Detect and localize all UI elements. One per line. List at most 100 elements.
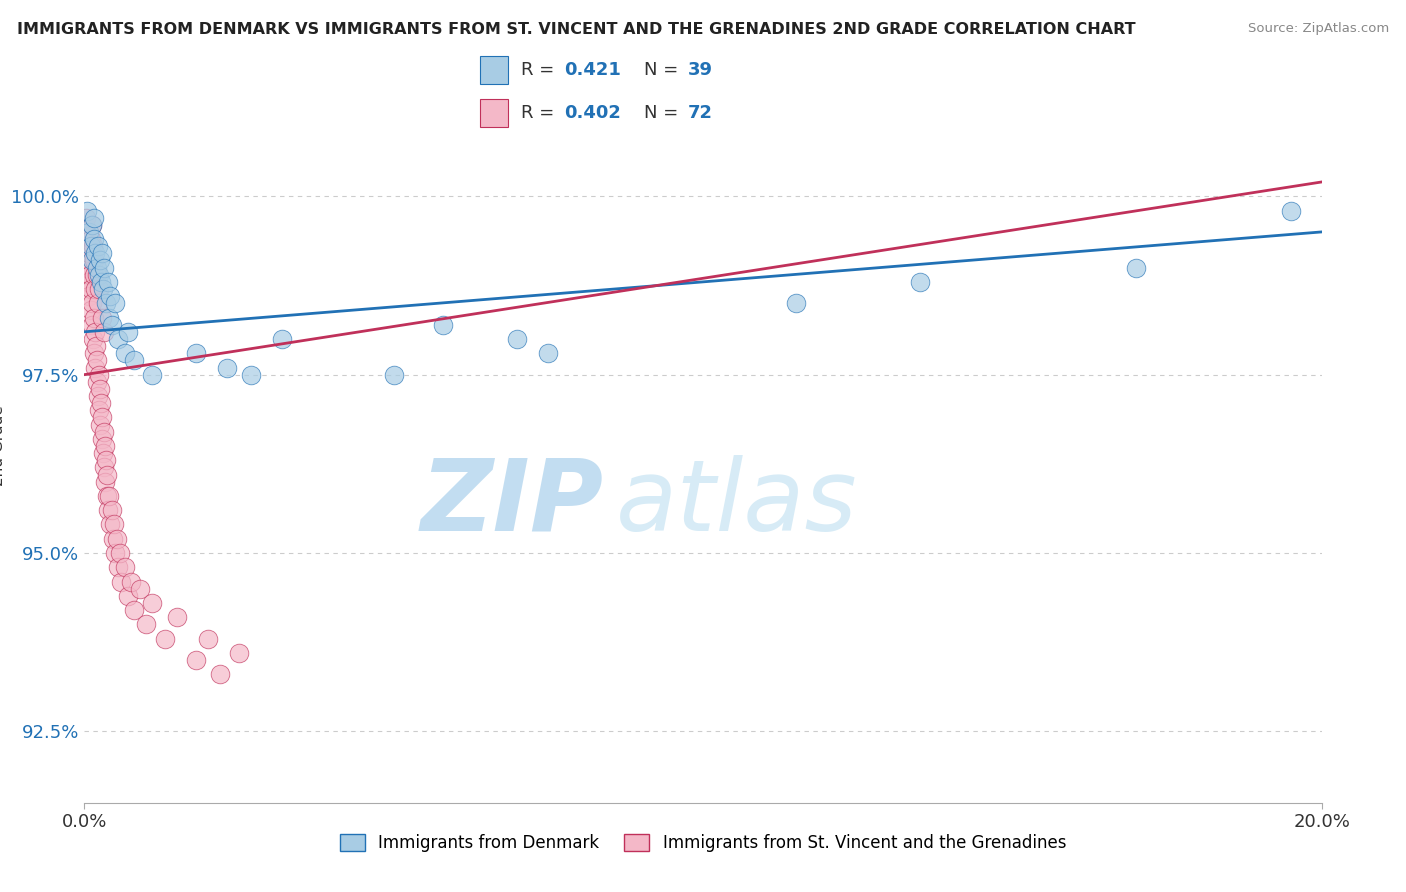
Point bbox=[101, 318, 124, 332]
Text: 0.421: 0.421 bbox=[564, 61, 620, 78]
Point bbox=[93, 460, 115, 475]
Point bbox=[79, 289, 101, 303]
Point bbox=[141, 596, 163, 610]
Text: N =: N = bbox=[644, 61, 685, 78]
Point bbox=[94, 296, 117, 310]
Point bbox=[76, 239, 98, 253]
Point bbox=[89, 417, 111, 432]
Point bbox=[117, 325, 139, 339]
Point bbox=[80, 318, 103, 332]
Point bbox=[89, 403, 111, 417]
Point bbox=[1125, 260, 1147, 275]
Point bbox=[103, 517, 125, 532]
Point bbox=[79, 232, 101, 246]
Point bbox=[122, 353, 145, 368]
Point bbox=[93, 425, 115, 439]
Point bbox=[114, 560, 136, 574]
Point bbox=[76, 203, 98, 218]
Point bbox=[80, 218, 103, 232]
Point bbox=[79, 246, 101, 260]
Point bbox=[96, 489, 118, 503]
Point bbox=[908, 275, 931, 289]
Point bbox=[209, 667, 232, 681]
Point bbox=[93, 260, 115, 275]
Point bbox=[91, 410, 114, 425]
Point bbox=[83, 211, 105, 225]
Point bbox=[94, 439, 117, 453]
Point bbox=[94, 475, 117, 489]
Point bbox=[84, 360, 107, 375]
Point bbox=[98, 289, 121, 303]
Point bbox=[82, 239, 104, 253]
Point bbox=[86, 353, 108, 368]
Point bbox=[432, 318, 454, 332]
Point bbox=[89, 382, 111, 396]
Y-axis label: 2nd Grade: 2nd Grade bbox=[0, 406, 6, 486]
Point bbox=[105, 532, 128, 546]
Point bbox=[89, 282, 111, 296]
Point bbox=[80, 282, 103, 296]
Point bbox=[77, 275, 100, 289]
Point bbox=[90, 275, 112, 289]
Point bbox=[98, 517, 121, 532]
Point bbox=[215, 360, 238, 375]
Point bbox=[271, 332, 294, 346]
Point bbox=[1279, 203, 1302, 218]
Point bbox=[79, 239, 101, 253]
Point bbox=[79, 303, 101, 318]
Point bbox=[104, 296, 127, 310]
Point bbox=[83, 310, 105, 325]
Point bbox=[77, 253, 100, 268]
Point bbox=[79, 268, 101, 282]
Point bbox=[537, 346, 560, 360]
Point bbox=[129, 582, 152, 596]
Point bbox=[82, 253, 104, 268]
Text: IMMIGRANTS FROM DENMARK VS IMMIGRANTS FROM ST. VINCENT AND THE GRENADINES 2ND GR: IMMIGRANTS FROM DENMARK VS IMMIGRANTS FR… bbox=[17, 22, 1136, 37]
Point bbox=[114, 346, 136, 360]
Point bbox=[90, 432, 112, 446]
Point bbox=[84, 282, 107, 296]
Point bbox=[86, 268, 108, 282]
Point bbox=[153, 632, 176, 646]
Point bbox=[87, 368, 110, 382]
Point bbox=[785, 296, 807, 310]
Text: 72: 72 bbox=[688, 104, 713, 122]
Point bbox=[94, 453, 117, 467]
Point bbox=[98, 489, 121, 503]
FancyBboxPatch shape bbox=[481, 56, 508, 84]
Point bbox=[80, 218, 103, 232]
Point bbox=[97, 503, 120, 517]
Legend: Immigrants from Denmark, Immigrants from St. Vincent and the Grenadines: Immigrants from Denmark, Immigrants from… bbox=[333, 827, 1073, 859]
Point bbox=[79, 225, 101, 239]
Point bbox=[83, 232, 105, 246]
Text: R =: R = bbox=[520, 104, 560, 122]
Point bbox=[86, 260, 108, 275]
Point bbox=[82, 296, 104, 310]
Point bbox=[89, 268, 111, 282]
Point bbox=[91, 282, 114, 296]
Point bbox=[87, 389, 110, 403]
Point bbox=[101, 532, 124, 546]
Point bbox=[83, 346, 105, 360]
Point bbox=[117, 589, 139, 603]
Point bbox=[83, 253, 105, 268]
Point bbox=[75, 211, 97, 225]
Point bbox=[228, 646, 250, 660]
Point bbox=[110, 574, 132, 589]
Point bbox=[96, 467, 118, 482]
Point bbox=[90, 396, 112, 410]
Point bbox=[90, 310, 112, 325]
Point bbox=[104, 546, 127, 560]
Text: 0.402: 0.402 bbox=[564, 104, 620, 122]
Point bbox=[76, 260, 98, 275]
Point bbox=[382, 368, 405, 382]
Point bbox=[100, 503, 122, 517]
Text: Source: ZipAtlas.com: Source: ZipAtlas.com bbox=[1249, 22, 1389, 36]
Point bbox=[86, 375, 108, 389]
Text: N =: N = bbox=[644, 104, 685, 122]
Point bbox=[122, 603, 145, 617]
Text: R =: R = bbox=[520, 61, 560, 78]
Point bbox=[87, 296, 110, 310]
Point bbox=[141, 368, 163, 382]
Point bbox=[166, 610, 188, 624]
